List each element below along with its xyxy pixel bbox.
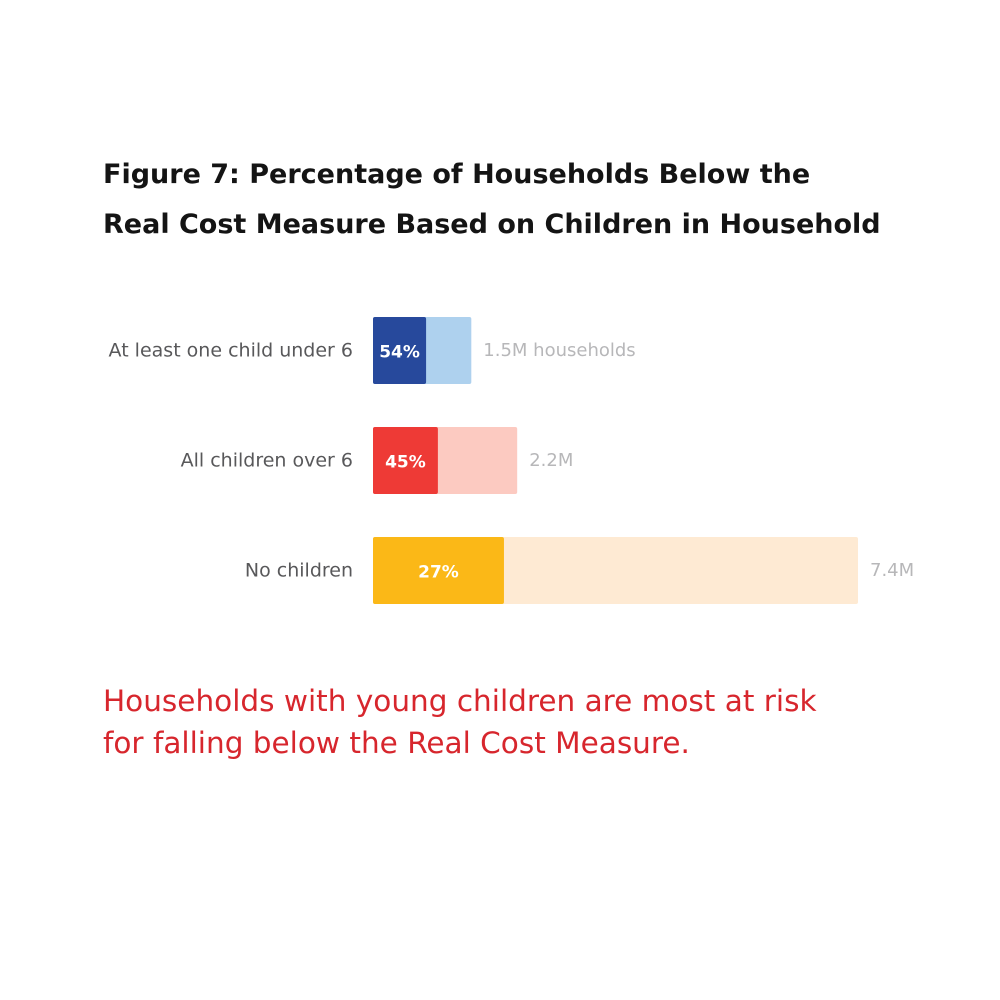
below-measure-bar bbox=[373, 537, 504, 604]
percent-label: 54% bbox=[379, 343, 420, 363]
category-label: All children over 6 bbox=[181, 450, 353, 472]
takeaway-line-1: Households with young children are most … bbox=[103, 684, 817, 718]
category-label: At least one child under 6 bbox=[109, 340, 353, 362]
household-count-label: 2.2M bbox=[529, 450, 573, 471]
category-label: No children bbox=[245, 560, 353, 582]
household-count-label: 1.5M households bbox=[483, 340, 635, 361]
bar-chart: At least one child under 6 54% 1.5M househ… bbox=[109, 317, 914, 604]
chart-title-line-1: Figure 7: Percentage of Households Below… bbox=[103, 159, 811, 190]
below-measure-bar bbox=[373, 317, 427, 384]
percent-label: 27% bbox=[418, 563, 459, 583]
chart-title-line-2: Real Cost Measure Based on Children in H… bbox=[103, 209, 881, 240]
chart-title: Figure 7: Percentage of Households Below… bbox=[103, 150, 963, 250]
takeaway-statement: Households with young children are most … bbox=[103, 680, 963, 764]
household-count-label: 7.4M bbox=[870, 560, 914, 581]
below-measure-bar bbox=[373, 427, 438, 494]
percent-label: 45% bbox=[385, 453, 426, 473]
takeaway-line-2: for falling below the Real Cost Measure. bbox=[103, 726, 690, 760]
